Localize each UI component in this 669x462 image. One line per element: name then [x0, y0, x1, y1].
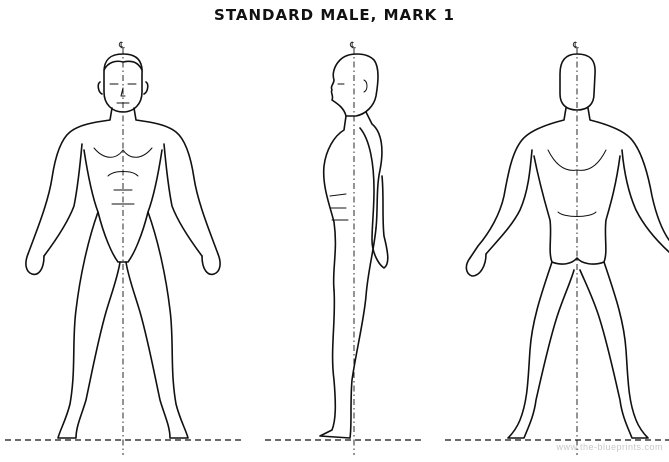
back-view: ℄ [465, 41, 669, 455]
side-leg [319, 227, 377, 439]
back-hand [465, 253, 487, 277]
back-leg-left [507, 261, 575, 439]
front-arms-inner [43, 143, 203, 257]
front-hairline [103, 60, 143, 71]
side-face [337, 79, 368, 93]
centerline-symbol-back: ℄ [572, 41, 579, 51]
front-hands [25, 253, 221, 276]
front-leg-left [57, 211, 121, 439]
front-chest-abs [93, 147, 153, 205]
back-shoulders-arms-outer [469, 107, 669, 259]
side-torso [322, 111, 383, 291]
front-torso [83, 149, 163, 263]
front-leg-right [125, 211, 189, 439]
blueprint-title: STANDARD MALE, MARK 1 [214, 6, 455, 24]
back-head [559, 53, 596, 111]
side-head [330, 53, 379, 117]
side-abs [329, 193, 349, 221]
back-leg-right [579, 261, 649, 439]
back-shoulder-blades [547, 149, 607, 217]
watermark-text: www.the-blueprints.com [556, 442, 663, 452]
back-arms-inner [485, 149, 669, 255]
side-view: ℄ [319, 41, 389, 455]
front-ears [97, 81, 149, 95]
front-shoulders-arms-outer [27, 107, 219, 255]
front-face [109, 83, 137, 104]
centerline-symbol-front: ℄ [118, 41, 125, 51]
back-torso [533, 155, 621, 265]
centerline-symbol-side: ℄ [349, 41, 356, 51]
side-arm [359, 127, 389, 269]
front-view: ℄ [25, 41, 221, 455]
